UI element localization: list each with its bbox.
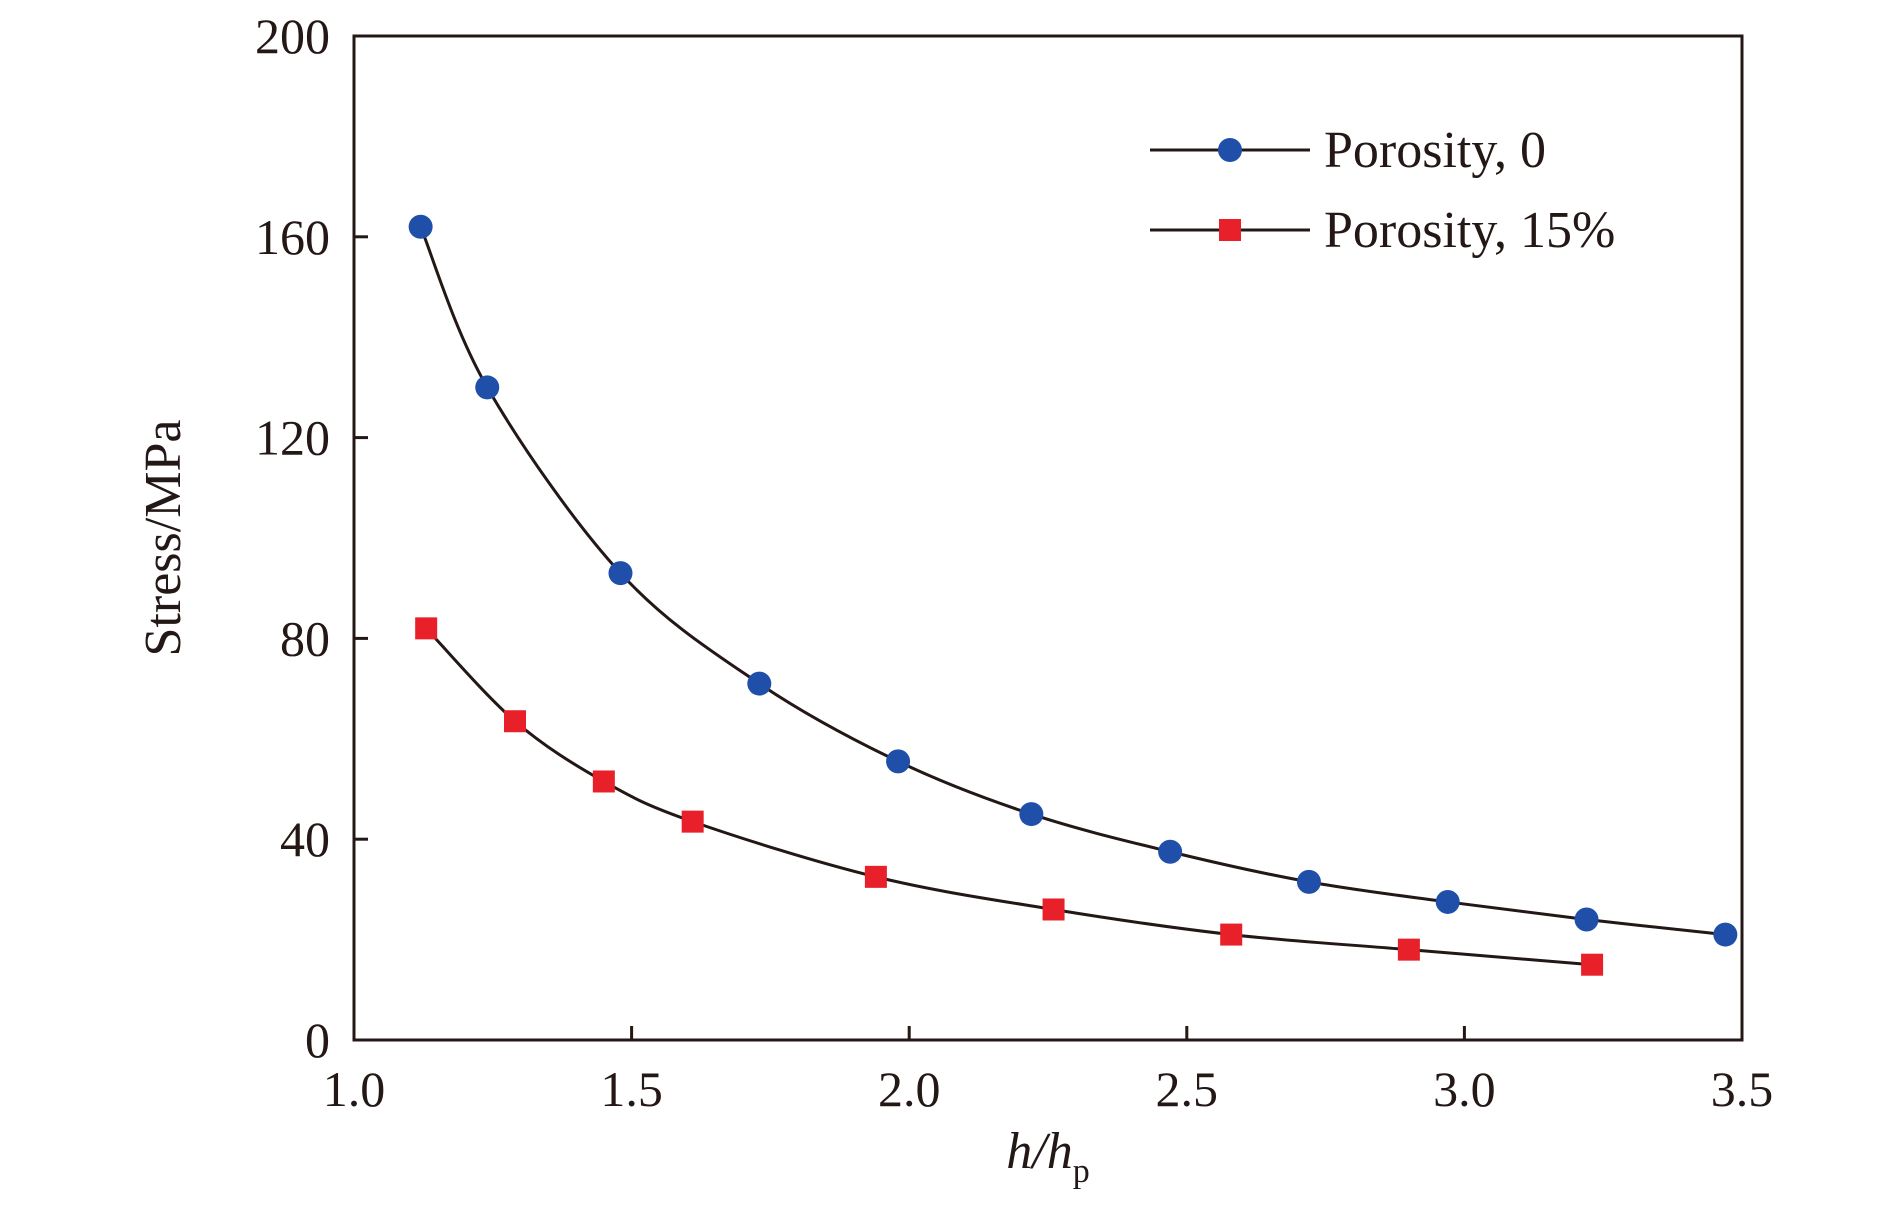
- series-line: [419, 226, 1726, 937]
- legend-marker: [1219, 219, 1241, 241]
- y-tick-label: 0: [305, 1012, 330, 1068]
- data-point-square: [592, 770, 615, 793]
- legend-marker: [1218, 138, 1242, 162]
- data-point-circle: [1574, 907, 1599, 932]
- x-axis-title-main: h/h: [1006, 1123, 1072, 1180]
- data-point-circle: [1158, 839, 1183, 864]
- x-tick-label: 3.0: [1433, 1061, 1496, 1117]
- data-point-square: [504, 710, 527, 733]
- x-tick-label: 2.5: [1156, 1061, 1219, 1117]
- data-point-square: [1220, 923, 1243, 946]
- data-point-circle: [1296, 869, 1321, 894]
- data-point-circle: [1435, 889, 1460, 914]
- data-point-square: [681, 810, 704, 833]
- series-layer: [408, 214, 1738, 976]
- legend-label: Porosity, 0: [1324, 122, 1546, 179]
- plot-frame: [352, 34, 1744, 1042]
- legend-label: Porosity, 15%: [1324, 202, 1615, 259]
- y-tick-label: 160: [255, 209, 330, 265]
- y-tick-label: 80: [280, 610, 330, 666]
- y-tick-label: 40: [280, 811, 330, 867]
- series-line: [425, 627, 1593, 967]
- x-tick-label: 1.5: [600, 1061, 663, 1117]
- legend: Porosity, 0 Porosity, 15%: [1150, 122, 1615, 259]
- legend-item-2: Porosity, 15%: [1150, 202, 1615, 259]
- x-tick-label: 1.0: [323, 1061, 386, 1117]
- y-tick-label: 200: [255, 8, 330, 64]
- data-point-circle: [747, 671, 772, 696]
- data-point-circle: [1713, 922, 1738, 947]
- x-axis-title: h/hp: [1006, 1123, 1089, 1190]
- data-point-circle: [475, 375, 500, 400]
- x-axis: 1.0 1.5 2.0 2.5 3.0 3.5: [323, 1026, 1774, 1117]
- x-tick-label: 3.5: [1711, 1061, 1774, 1117]
- x-tick-label: 2.0: [878, 1061, 941, 1117]
- x-axis-title-subscript: p: [1073, 1153, 1090, 1190]
- y-tick-label: 120: [255, 410, 330, 466]
- data-point-circle: [1019, 802, 1044, 827]
- data-point-circle: [886, 749, 911, 774]
- legend-item-1: Porosity, 0: [1150, 122, 1546, 179]
- series-2: [415, 617, 1604, 976]
- data-point-square: [415, 617, 438, 640]
- data-point-square: [1042, 898, 1065, 921]
- y-axis-title: Stress/MPa: [135, 420, 192, 657]
- data-point-circle: [608, 561, 633, 586]
- series-1: [408, 214, 1738, 947]
- data-point-circle: [408, 214, 433, 239]
- data-point-square: [1397, 938, 1420, 961]
- data-point-square: [864, 865, 887, 888]
- y-axis: 0 40 80 120 160 200: [255, 8, 368, 1068]
- data-point-square: [1581, 953, 1604, 976]
